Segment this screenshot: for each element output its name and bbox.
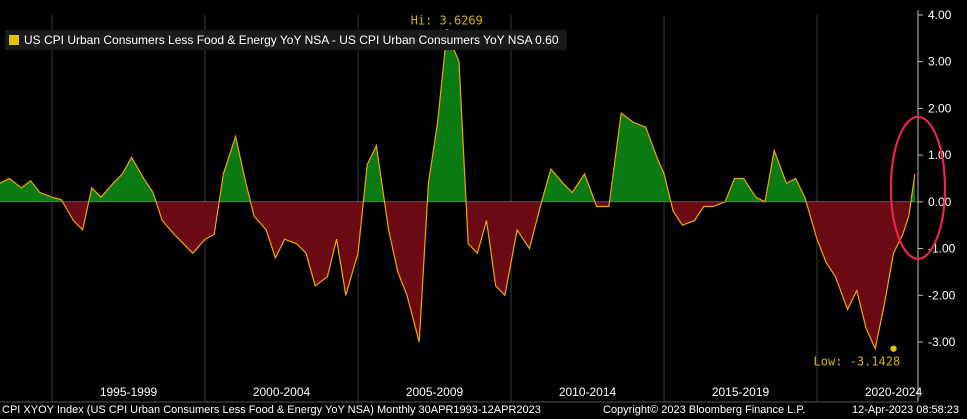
x-tick-label: 2020-2024 — [865, 385, 923, 399]
footer-description: CPI XYOY Index (US CPI Urban Consumers L… — [2, 404, 541, 416]
series-line — [0, 32, 916, 351]
x-tick-label: 2005-2009 — [406, 385, 464, 399]
high-label: Hi: 3.6269 — [411, 13, 483, 27]
negative-area — [62, 201, 911, 349]
x-axis: 1995-1999 2000-2004 2005-2009 2010-2014 2015… — [0, 385, 923, 403]
legend-label: US CPI Urban Consumers Less Food & Energ… — [24, 33, 532, 47]
low-marker — [890, 345, 897, 352]
y-tick-label: 2.00 — [928, 101, 952, 115]
y-tick-label: -2.00 — [928, 288, 956, 302]
y-tick-label: 3.00 — [928, 55, 952, 69]
y-axis: 4.003.002.001.000.00-1.00-2.00-3.00 — [917, 8, 956, 402]
legend: US CPI Urban Consumers Less Food & Energ… — [5, 30, 567, 50]
highlight-circle — [889, 115, 947, 260]
footer: CPI XYOY Index (US CPI Urban Consumers L… — [0, 403, 967, 419]
x-tick-label: 2015-2019 — [712, 385, 770, 399]
x-tick-label: 1995-1999 — [100, 385, 158, 399]
y-tick-label: 4.00 — [928, 8, 952, 22]
x-tick-label: 2000-2004 — [253, 385, 311, 399]
y-tick-label: 0.00 — [928, 195, 952, 209]
legend-swatch — [9, 35, 19, 45]
legend-last-value: 0.60 — [535, 33, 559, 47]
y-tick-label: -3.00 — [928, 335, 956, 349]
footer-timestamp: 12-Apr-2023 08:58:23 — [852, 404, 960, 416]
positive-area — [0, 32, 915, 202]
low-label: Low: -3.1428 — [814, 355, 901, 369]
y-tick-label: 1.00 — [928, 148, 952, 162]
footer-copyright: Copyright© 2023 Bloomberg Finance L.P. — [603, 404, 806, 416]
x-tick-label: 2010-2014 — [559, 385, 617, 399]
